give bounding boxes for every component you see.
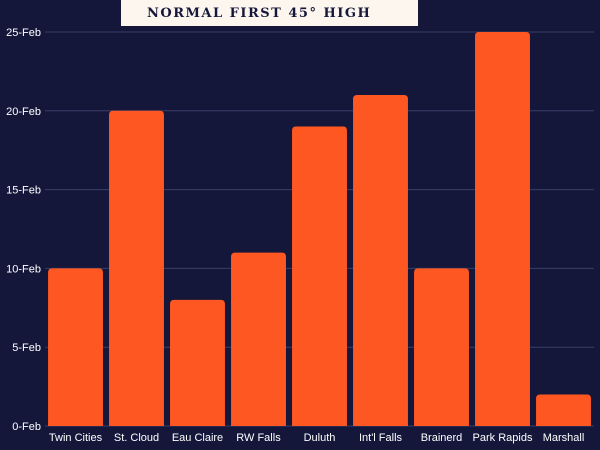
bar-twin-cities xyxy=(48,268,103,426)
bar-brainerd xyxy=(414,268,469,426)
bar-park-rapids xyxy=(475,32,530,426)
bar-rw-falls xyxy=(231,252,286,426)
title-banner: NORMAL FIRST 45° HIGH xyxy=(121,0,418,26)
x-tick-label: Park Rapids xyxy=(473,432,533,444)
y-tick-label: 15-Feb xyxy=(6,185,41,197)
x-tick-label: Eau Claire xyxy=(172,432,223,444)
bar-eau-claire xyxy=(170,299,225,426)
x-tick-label: Duluth xyxy=(304,432,336,444)
x-tick-label: St. Cloud xyxy=(114,432,159,444)
y-tick-label: 0-Feb xyxy=(12,421,41,433)
bars xyxy=(48,32,591,427)
bar-st-cloud xyxy=(109,110,164,427)
x-tick-label: RW Falls xyxy=(236,432,281,444)
x-tick-label: Marshall xyxy=(543,432,585,444)
x-tick-label: Brainerd xyxy=(421,432,463,444)
bar-duluth xyxy=(292,126,347,426)
y-axis-ticks: 0-Feb 5-Feb 10-Feb 15-Feb 20-Feb 25-Feb xyxy=(6,27,41,433)
y-tick-label: 25-Feb xyxy=(6,27,41,39)
x-tick-label: Int'l Falls xyxy=(359,432,403,444)
x-tick-label: Twin Cities xyxy=(49,432,103,444)
y-tick-label: 20-Feb xyxy=(6,106,41,118)
y-tick-label: 10-Feb xyxy=(6,263,41,275)
bar-int-l-falls xyxy=(353,95,408,426)
x-axis-ticks: Twin Cities St. Cloud Eau Claire RW Falls Du… xyxy=(49,432,584,444)
chart-title: NORMAL FIRST 45° HIGH xyxy=(147,5,372,21)
bar-marshall xyxy=(536,394,591,426)
y-tick-label: 5-Feb xyxy=(12,342,41,354)
